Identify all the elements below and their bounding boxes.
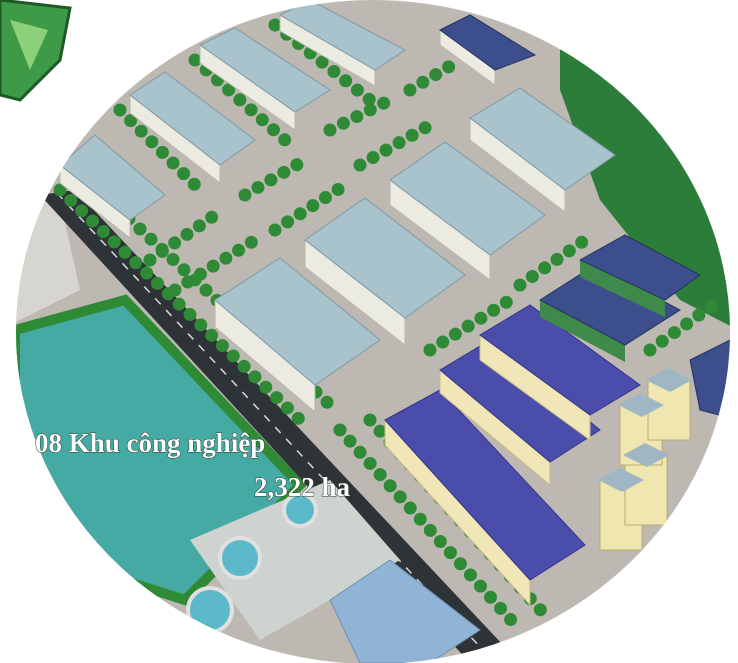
caption-line-1: 08 Khu công nghiệp bbox=[35, 428, 265, 458]
warehouses bbox=[59, 0, 730, 607]
silos bbox=[598, 368, 692, 551]
logo bbox=[0, 0, 72, 102]
road bbox=[40, 190, 520, 663]
caption-line-2: 2,322 ha bbox=[254, 472, 351, 502]
